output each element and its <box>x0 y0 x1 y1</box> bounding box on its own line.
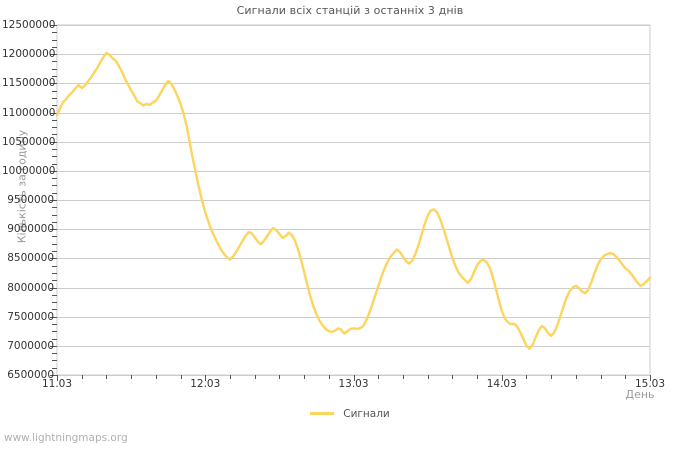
legend-item-label: Сигнали <box>343 408 390 420</box>
y-axis-tick-label: 8000000 <box>7 281 54 294</box>
y-axis-tick-label: 7000000 <box>7 339 54 352</box>
data-series-line <box>55 51 652 350</box>
y-axis-tick-label: 10000000 <box>2 164 56 177</box>
legend-color-swatch <box>310 411 335 415</box>
chart-title: Сигнали всіх станцій з останніх 3 днів <box>236 4 464 17</box>
chart-legend: Сигнали <box>0 408 700 420</box>
y-axis-tick-label: 8500000 <box>7 252 54 265</box>
y-axis-tick-label: 11000000 <box>2 106 56 119</box>
y-axis-tick-label: 9000000 <box>7 223 54 236</box>
y-axis-tick-label: 11500000 <box>2 77 56 90</box>
y-axis-tick-label: 6500000 <box>7 369 54 381</box>
x-axis-tick-label: 14.03 <box>486 378 517 390</box>
y-axis-tick-labels: 12500000 12000000 11500000 11000000 10500000… <box>0 0 56 450</box>
y-axis-tick-label: 12500000 <box>2 19 56 31</box>
y-axis-tick-label: 7500000 <box>7 310 54 323</box>
x-axis-tick-label: 13.03 <box>338 378 369 390</box>
y-axis-tick-label: 10500000 <box>2 135 56 148</box>
y-axis-tick-label: 9500000 <box>7 194 54 206</box>
x-axis-tick-label: 15.03 <box>634 378 666 390</box>
watermark-text: www.lightningmaps.org <box>4 432 128 444</box>
x-axis-tick-label: 12.03 <box>190 378 221 390</box>
x-axis-label: День <box>625 388 655 401</box>
x-axis-tick-label: 11.03 <box>41 378 73 390</box>
y-axis-tick-label: 12000000 <box>2 48 56 61</box>
